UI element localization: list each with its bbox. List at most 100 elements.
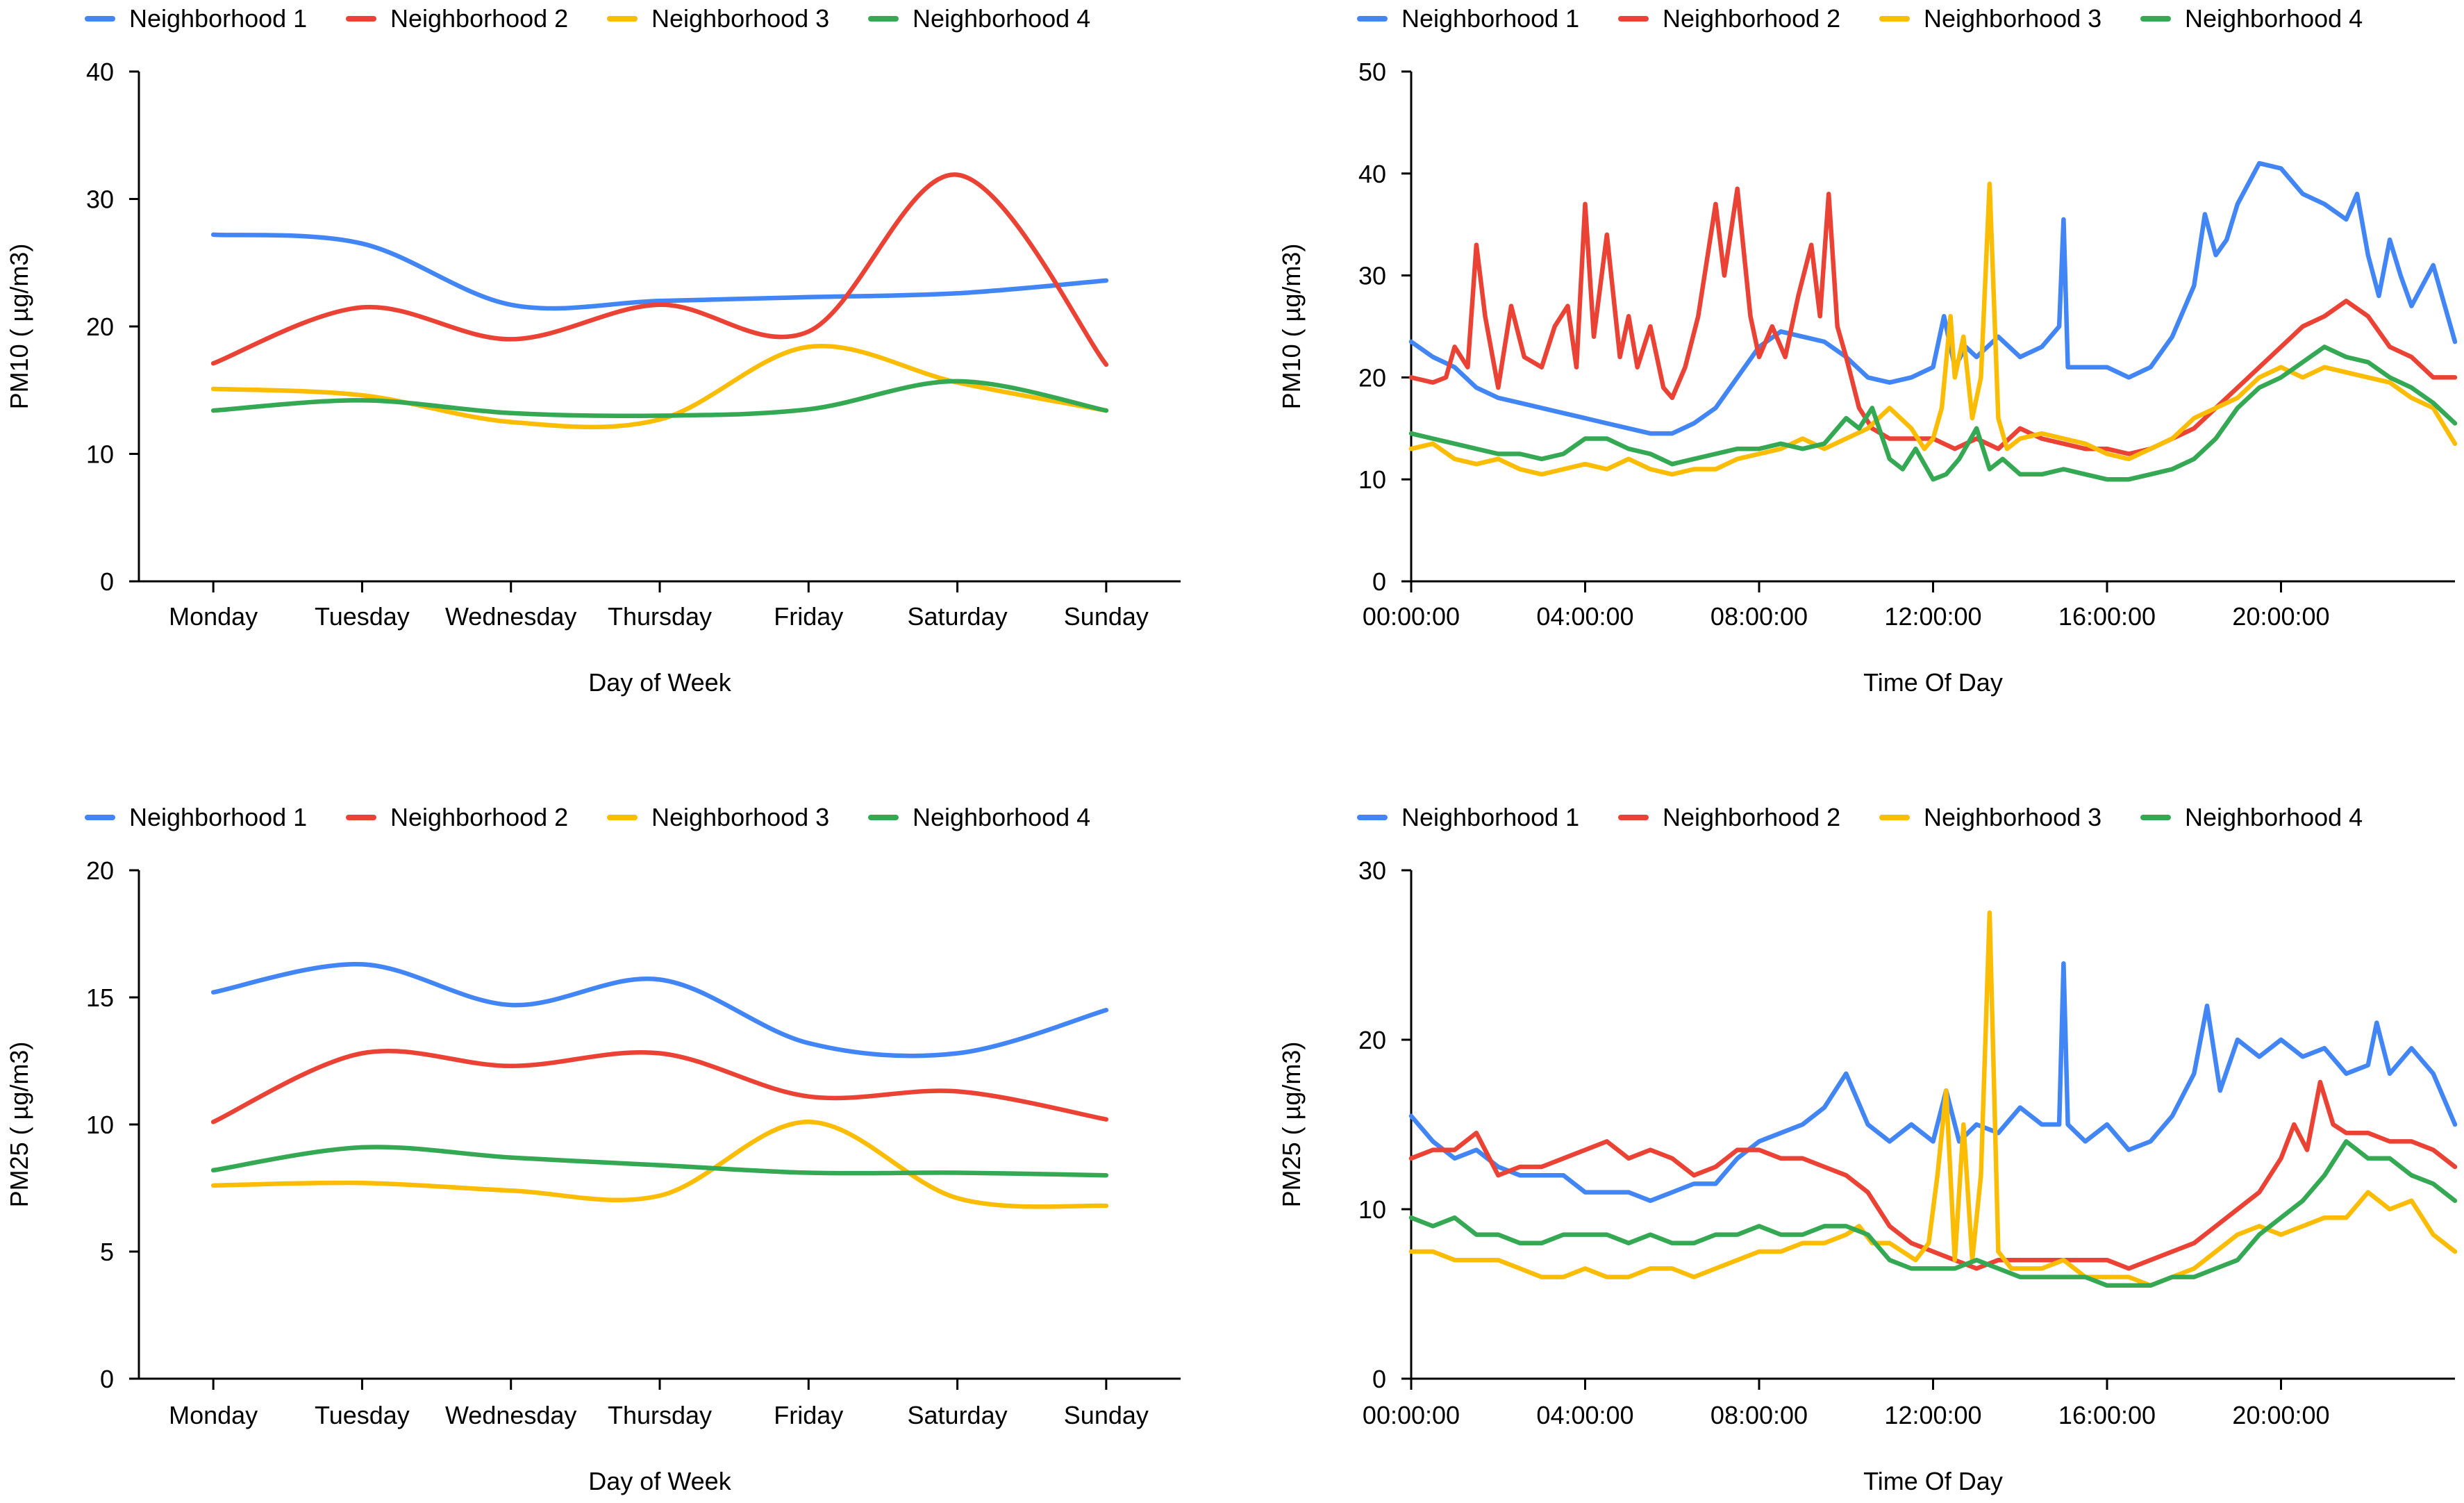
- y-tick-label: 15: [86, 983, 114, 1012]
- series-line-neighborhood-1: [1408, 961, 2458, 1204]
- series-line-neighborhood-1: [210, 962, 1109, 1058]
- legend-label-neighborhood-4: Neighborhood 4: [913, 4, 1090, 33]
- legend-item-neighborhood-1[interactable]: Neighborhood 1: [85, 4, 307, 33]
- chart-pm25-day: Neighborhood 1 Neighborhood 2 Neighborhood…: [5, 803, 1181, 1495]
- legend-item-neighborhood-1[interactable]: Neighborhood 1: [1357, 4, 1579, 33]
- y-tick-label: 20: [86, 313, 114, 341]
- y-tick-label: 5: [100, 1238, 114, 1266]
- series-line-neighborhood-4: [1408, 1139, 2458, 1288]
- legend-item-neighborhood-2[interactable]: Neighborhood 2: [1618, 803, 1840, 831]
- legend-item-neighborhood-1[interactable]: Neighborhood 1: [1357, 803, 1579, 831]
- legend-label-neighborhood-3: Neighborhood 3: [1924, 4, 2101, 33]
- x-tick-label: Tuesday: [315, 1401, 410, 1429]
- series-line-neighborhood-3: [1408, 910, 2458, 1288]
- legend-label-neighborhood-1: Neighborhood 1: [129, 4, 307, 33]
- legend-item-neighborhood-4[interactable]: Neighborhood 4: [2140, 4, 2363, 33]
- legend: Neighborhood 1 Neighborhood 2 Neighborhood…: [1357, 803, 2363, 831]
- series-line-neighborhood-3: [210, 1120, 1109, 1209]
- x-tick-label: Saturday: [908, 1401, 1008, 1429]
- legend-label-neighborhood-2: Neighborhood 2: [390, 4, 568, 33]
- series-line-neighborhood-4: [1408, 344, 2458, 482]
- x-tick-label: 20:00:00: [2232, 602, 2329, 631]
- legend: Neighborhood 1 Neighborhood 2 Neighborhood…: [1357, 4, 2363, 33]
- legend-item-neighborhood-2[interactable]: Neighborhood 2: [346, 803, 568, 831]
- x-tick-label: 12:00:00: [1884, 602, 1981, 631]
- legend-label-neighborhood-4: Neighborhood 4: [2185, 4, 2363, 33]
- y-tick-label: 0: [1372, 567, 1386, 596]
- series-line-neighborhood-1: [1408, 160, 2458, 436]
- legend-item-neighborhood-2[interactable]: Neighborhood 2: [1618, 4, 1840, 33]
- y-axis-title: PM25 ( µg/m3): [5, 1042, 33, 1208]
- x-tick-label: 08:00:00: [1710, 602, 1808, 631]
- x-tick-label: Monday: [169, 602, 258, 631]
- series-line-neighborhood-2: [210, 1049, 1109, 1124]
- series-line-neighborhood-2: [210, 172, 1109, 367]
- legend: Neighborhood 1 Neighborhood 2 Neighborhood…: [85, 4, 1090, 33]
- y-tick-label: 10: [1358, 465, 1386, 494]
- x-tick-label: 00:00:00: [1363, 602, 1460, 631]
- y-tick-label: 30: [1358, 262, 1386, 290]
- x-tick-label: Thursday: [608, 1401, 712, 1429]
- y-tick-label: 10: [1358, 1195, 1386, 1224]
- x-axis-title: Time Of Day: [1863, 1467, 2003, 1495]
- y-axis-title: PM25 ( µg/m3): [1277, 1042, 1306, 1208]
- series-line-neighborhood-3: [1408, 181, 2458, 477]
- legend-item-neighborhood-3[interactable]: Neighborhood 3: [1879, 803, 2101, 831]
- x-axis-title: Day of Week: [588, 1467, 731, 1495]
- legend-item-neighborhood-3[interactable]: Neighborhood 3: [1879, 4, 2101, 33]
- legend-item-neighborhood-3[interactable]: Neighborhood 3: [607, 4, 829, 33]
- x-axis-title: Time Of Day: [1863, 668, 2003, 697]
- x-tick-label: Sunday: [1064, 602, 1149, 631]
- x-tick-label: 16:00:00: [2058, 1401, 2156, 1429]
- legend: Neighborhood 1 Neighborhood 2 Neighborhood…: [85, 803, 1090, 831]
- y-tick-label: 40: [1358, 160, 1386, 188]
- x-axis-title: Day of Week: [588, 668, 731, 697]
- x-tick-label: 12:00:00: [1884, 1401, 1981, 1429]
- y-tick-label: 20: [1358, 1026, 1386, 1054]
- y-tick-label: 30: [86, 185, 114, 214]
- legend-item-neighborhood-4[interactable]: Neighborhood 4: [868, 803, 1090, 831]
- legend-item-neighborhood-4[interactable]: Neighborhood 4: [2140, 803, 2363, 831]
- y-axis-title: PM10 ( µg/m3): [1277, 244, 1306, 410]
- legend-item-neighborhood-3[interactable]: Neighborhood 3: [607, 803, 829, 831]
- legend-label-neighborhood-2: Neighborhood 2: [390, 803, 568, 831]
- series-line-neighborhood-4: [210, 1145, 1109, 1178]
- legend-item-neighborhood-4[interactable]: Neighborhood 4: [868, 4, 1090, 33]
- legend-label-neighborhood-3: Neighborhood 3: [1924, 803, 2101, 831]
- y-axis-title: PM10 ( µg/m3): [5, 244, 33, 410]
- series-line-neighborhood-2: [1408, 1079, 2458, 1271]
- legend-label-neighborhood-1: Neighborhood 1: [1401, 4, 1579, 33]
- x-tick-label: Wednesday: [445, 1401, 576, 1429]
- legend-label-neighborhood-1: Neighborhood 1: [1401, 803, 1579, 831]
- chart-pm10-time: Neighborhood 1 Neighborhood 2 Neighborhood…: [1277, 4, 2458, 697]
- y-tick-label: 20: [1358, 363, 1386, 392]
- y-tick-label: 40: [86, 58, 114, 86]
- y-tick-label: 10: [86, 440, 114, 469]
- x-tick-label: Wednesday: [445, 602, 576, 631]
- x-tick-label: Saturday: [908, 602, 1008, 631]
- y-tick-label: 10: [86, 1111, 114, 1139]
- legend-label-neighborhood-1: Neighborhood 1: [129, 803, 307, 831]
- chart-pm10-day: Neighborhood 1 Neighborhood 2 Neighborhood…: [5, 4, 1181, 697]
- x-tick-label: Friday: [774, 602, 843, 631]
- series-line-neighborhood-4: [210, 379, 1109, 419]
- x-tick-label: Sunday: [1064, 1401, 1149, 1429]
- legend-label-neighborhood-2: Neighborhood 2: [1663, 4, 1840, 33]
- chart-pm25-time: Neighborhood 1 Neighborhood 2 Neighborhood…: [1277, 803, 2458, 1495]
- y-tick-label: 0: [100, 1365, 114, 1393]
- legend-label-neighborhood-3: Neighborhood 3: [651, 803, 829, 831]
- legend-item-neighborhood-2[interactable]: Neighborhood 2: [346, 4, 568, 33]
- y-tick-label: 50: [1358, 58, 1386, 86]
- legend-label-neighborhood-4: Neighborhood 4: [2185, 803, 2363, 831]
- x-tick-label: Tuesday: [315, 602, 410, 631]
- x-tick-label: 04:00:00: [1536, 1401, 1633, 1429]
- legend-item-neighborhood-1[interactable]: Neighborhood 1: [85, 803, 307, 831]
- x-tick-label: Monday: [169, 1401, 258, 1429]
- legend-label-neighborhood-2: Neighborhood 2: [1663, 803, 1840, 831]
- legend-label-neighborhood-3: Neighborhood 3: [651, 4, 829, 33]
- y-tick-label: 0: [1372, 1365, 1386, 1393]
- x-tick-label: 00:00:00: [1363, 1401, 1460, 1429]
- x-tick-label: 20:00:00: [2232, 1401, 2329, 1429]
- y-tick-label: 20: [86, 856, 114, 885]
